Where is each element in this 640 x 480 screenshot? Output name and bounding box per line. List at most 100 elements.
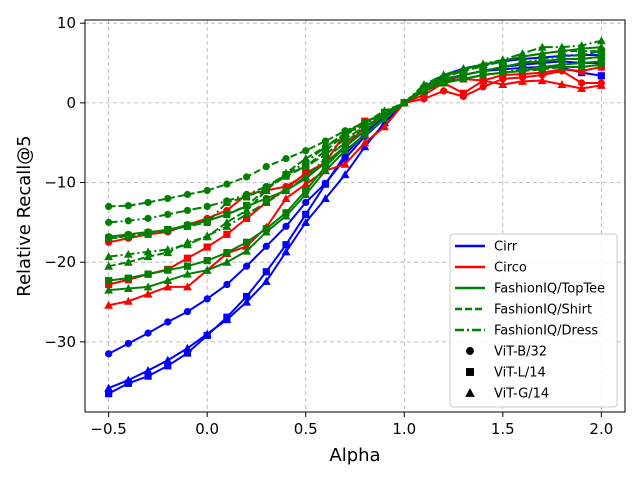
y-tick-label: −30 — [44, 333, 76, 351]
data-point — [597, 72, 605, 80]
legend-items: Cirr Circo FashionIQ/TopTee FashionIQ/Shirt… — [455, 240, 605, 402]
data-point — [518, 59, 527, 67]
data-point — [360, 130, 370, 139]
legend-entry: Circo — [455, 261, 527, 276]
data-point — [577, 84, 587, 93]
legend-entry: Cirr — [455, 240, 518, 255]
data-point — [458, 64, 468, 73]
data-point — [243, 238, 251, 246]
y-tick-label: 10 — [57, 14, 76, 32]
legend-label: Circo — [494, 261, 527, 276]
legend-label: FashionIQ/Dress — [494, 324, 598, 339]
data-point — [419, 80, 429, 89]
legend-label: FashionIQ/TopTee — [494, 282, 605, 297]
data-point — [202, 329, 212, 338]
data-point — [105, 218, 113, 226]
data-point — [124, 202, 132, 210]
data-point — [183, 240, 192, 249]
legend-label: FashionIQ/Shirt — [494, 303, 592, 318]
data-point — [380, 122, 389, 131]
data-point — [144, 372, 152, 380]
data-point — [183, 269, 192, 278]
x-tick-label: 1.5 — [491, 420, 515, 438]
data-point — [262, 242, 270, 250]
data-point — [164, 226, 172, 234]
data-point — [281, 211, 291, 220]
data-point — [282, 155, 290, 163]
data-point — [340, 146, 350, 155]
grid — [85, 20, 625, 412]
legend-entry: ViT-G/14 — [465, 387, 549, 402]
y-tick-label: −10 — [44, 174, 76, 192]
data-point — [243, 292, 251, 301]
data-point — [243, 262, 251, 270]
data-point — [105, 276, 113, 285]
data-point — [163, 245, 173, 253]
legend-entry: ViT-B/32 — [466, 345, 547, 360]
data-point — [164, 266, 172, 274]
data-point — [124, 217, 132, 225]
data-point — [183, 222, 192, 230]
data-point — [143, 282, 153, 291]
data-point — [420, 91, 428, 99]
ticks: −0.5 0.0 0.5 1.0 1.5 2.0 −30 −20 −10 0 10 — [44, 14, 613, 438]
data-point — [262, 163, 270, 171]
data-point — [164, 194, 172, 203]
legend-entry: FashionIQ/TopTee — [455, 282, 605, 297]
data-point — [340, 138, 350, 147]
data-point — [440, 79, 448, 87]
data-point — [578, 51, 586, 59]
data-point — [557, 80, 567, 89]
data-point — [420, 87, 428, 95]
data-point — [104, 252, 114, 261]
data-point — [123, 284, 133, 293]
data-point — [222, 221, 232, 230]
series-fashioniq-dress-vit-g-14 — [104, 36, 606, 261]
legend-label: Cirr — [494, 240, 518, 255]
data-point — [143, 289, 153, 298]
x-tick-label: 2.0 — [589, 420, 613, 438]
data-point — [479, 67, 487, 75]
data-point — [261, 276, 271, 285]
data-point — [301, 179, 311, 188]
data-point — [281, 194, 291, 202]
data-point — [360, 138, 370, 147]
data-point — [498, 55, 508, 64]
data-point — [242, 297, 252, 306]
data-point — [223, 249, 231, 257]
data-point — [163, 276, 173, 285]
data-point — [321, 180, 330, 188]
data-point — [478, 76, 488, 85]
data-point — [223, 230, 231, 238]
data-point — [537, 42, 547, 51]
data-point — [243, 173, 251, 181]
x-tick-label: 1.0 — [392, 420, 416, 438]
data-point — [202, 265, 212, 274]
data-point — [123, 296, 133, 305]
x-tick-label: −0.5 — [90, 420, 126, 438]
data-point — [537, 49, 547, 57]
data-point — [242, 210, 252, 218]
y-tick-label: 0 — [66, 94, 76, 112]
data-point — [479, 83, 487, 91]
data-point — [124, 274, 132, 282]
data-point — [459, 89, 467, 97]
data-point — [558, 53, 566, 61]
data-point — [597, 47, 605, 55]
data-point — [499, 63, 507, 71]
data-point — [262, 184, 270, 192]
data-point — [321, 137, 330, 145]
data-point — [518, 65, 527, 73]
data-point — [577, 41, 587, 50]
x-tick-label: 0.5 — [294, 420, 318, 438]
data-point — [360, 142, 370, 151]
data-point — [105, 234, 113, 242]
series-line — [108, 46, 602, 292]
data-point — [143, 252, 153, 261]
data-point — [518, 49, 527, 57]
data-point — [321, 194, 330, 202]
data-point — [360, 122, 370, 131]
data-point — [321, 143, 330, 151]
data-point — [144, 270, 152, 278]
x-axis-label: Alpha — [329, 445, 380, 466]
